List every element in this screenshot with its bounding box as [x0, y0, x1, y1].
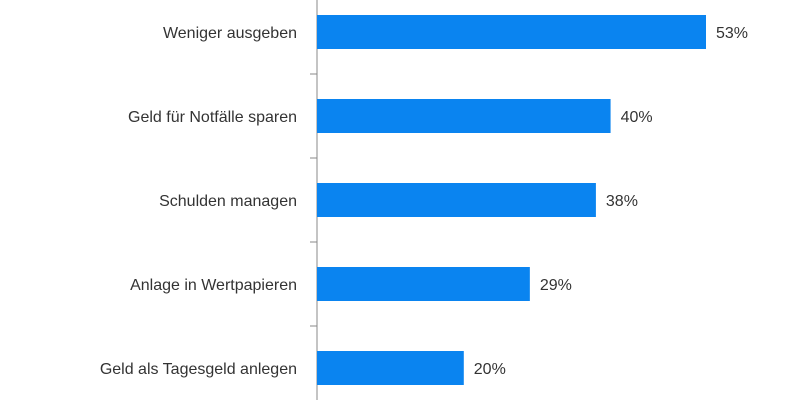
category-label: Geld für Notfälle sparen — [128, 109, 297, 126]
category-label: Weniger ausgeben — [163, 25, 297, 42]
category-label: Anlage in Wertpapieren — [130, 277, 297, 294]
bar — [317, 267, 530, 301]
bar — [317, 351, 464, 385]
category-label: Schulden managen — [159, 193, 297, 210]
data-label: 20% — [474, 361, 506, 378]
data-label: 40% — [621, 109, 653, 126]
bar — [317, 99, 611, 133]
category-label: Geld als Tagesgeld anlegen — [100, 361, 297, 378]
data-label: 29% — [540, 277, 572, 294]
bar — [317, 15, 706, 49]
bar — [317, 183, 596, 217]
data-label: 38% — [606, 193, 638, 210]
data-label: 53% — [716, 25, 748, 42]
